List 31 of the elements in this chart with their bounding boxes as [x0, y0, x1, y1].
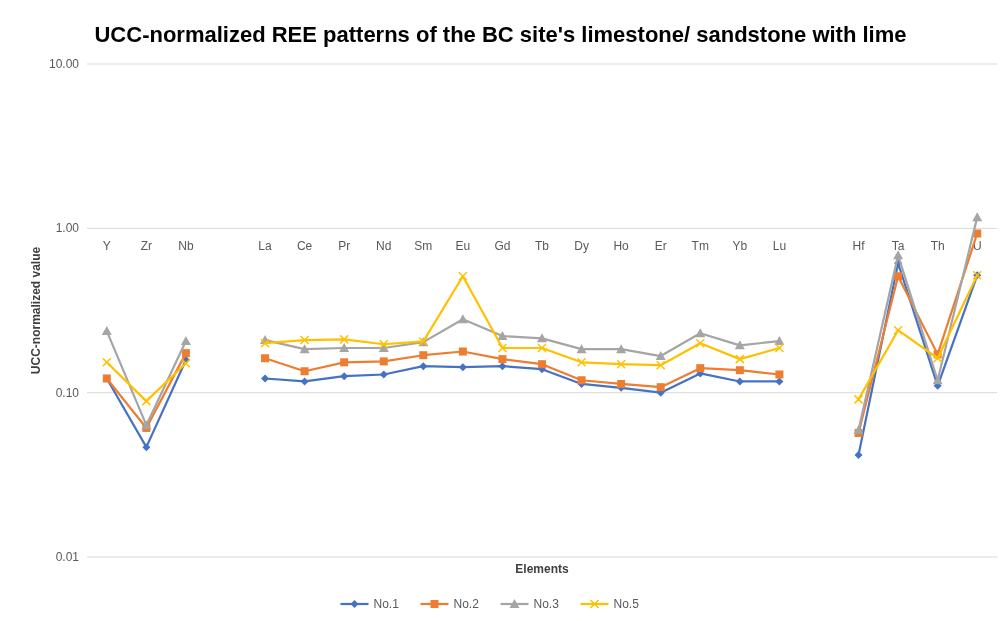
x-tick-label: Tb: [534, 239, 550, 253]
chart-title: UCC-normalized REE patterns of the BC site's limestone/ sandstone with lime: [94, 22, 907, 47]
x-tick-label: Th: [930, 239, 945, 253]
x-tick-label: Gd: [494, 239, 511, 253]
x-tick-label: Pr: [338, 239, 351, 253]
y-tick-label: 1.00: [55, 221, 80, 236]
x-tick-label: Er: [654, 239, 667, 253]
x-tick-label: Yb: [732, 239, 748, 253]
legend-label: No.2: [453, 597, 480, 611]
x-tick-label: Ce: [296, 239, 313, 253]
y-tick-label: 0.10: [55, 385, 80, 400]
x-tick-label: Y: [102, 239, 111, 253]
x-tick-label: Ho: [613, 239, 630, 253]
y-tick-label: 10.00: [48, 57, 80, 71]
x-tick-label: La: [258, 239, 273, 253]
x-tick-label: Dy: [574, 239, 589, 253]
x-tick-label: Hf: [852, 239, 866, 253]
x-tick-label: Zr: [140, 239, 153, 253]
x-tick-label: Ta: [891, 239, 905, 253]
y-axis-title: UCC-normalized value: [29, 246, 43, 375]
x-tick-label: Tm: [691, 239, 709, 253]
x-axis-title: Elements: [515, 562, 569, 576]
legend-label: No.5: [613, 597, 640, 611]
x-tick-label: Eu: [455, 239, 471, 253]
y-tick-label: 0.01: [55, 550, 80, 564]
x-tick-label: Lu: [772, 239, 787, 253]
x-tick-label: Sm: [414, 239, 433, 253]
x-tick-label: Nb: [178, 239, 194, 253]
legend-label: No.3: [533, 597, 560, 611]
x-tick-label: Nd: [376, 239, 392, 253]
legend-label: No.1: [373, 597, 400, 611]
